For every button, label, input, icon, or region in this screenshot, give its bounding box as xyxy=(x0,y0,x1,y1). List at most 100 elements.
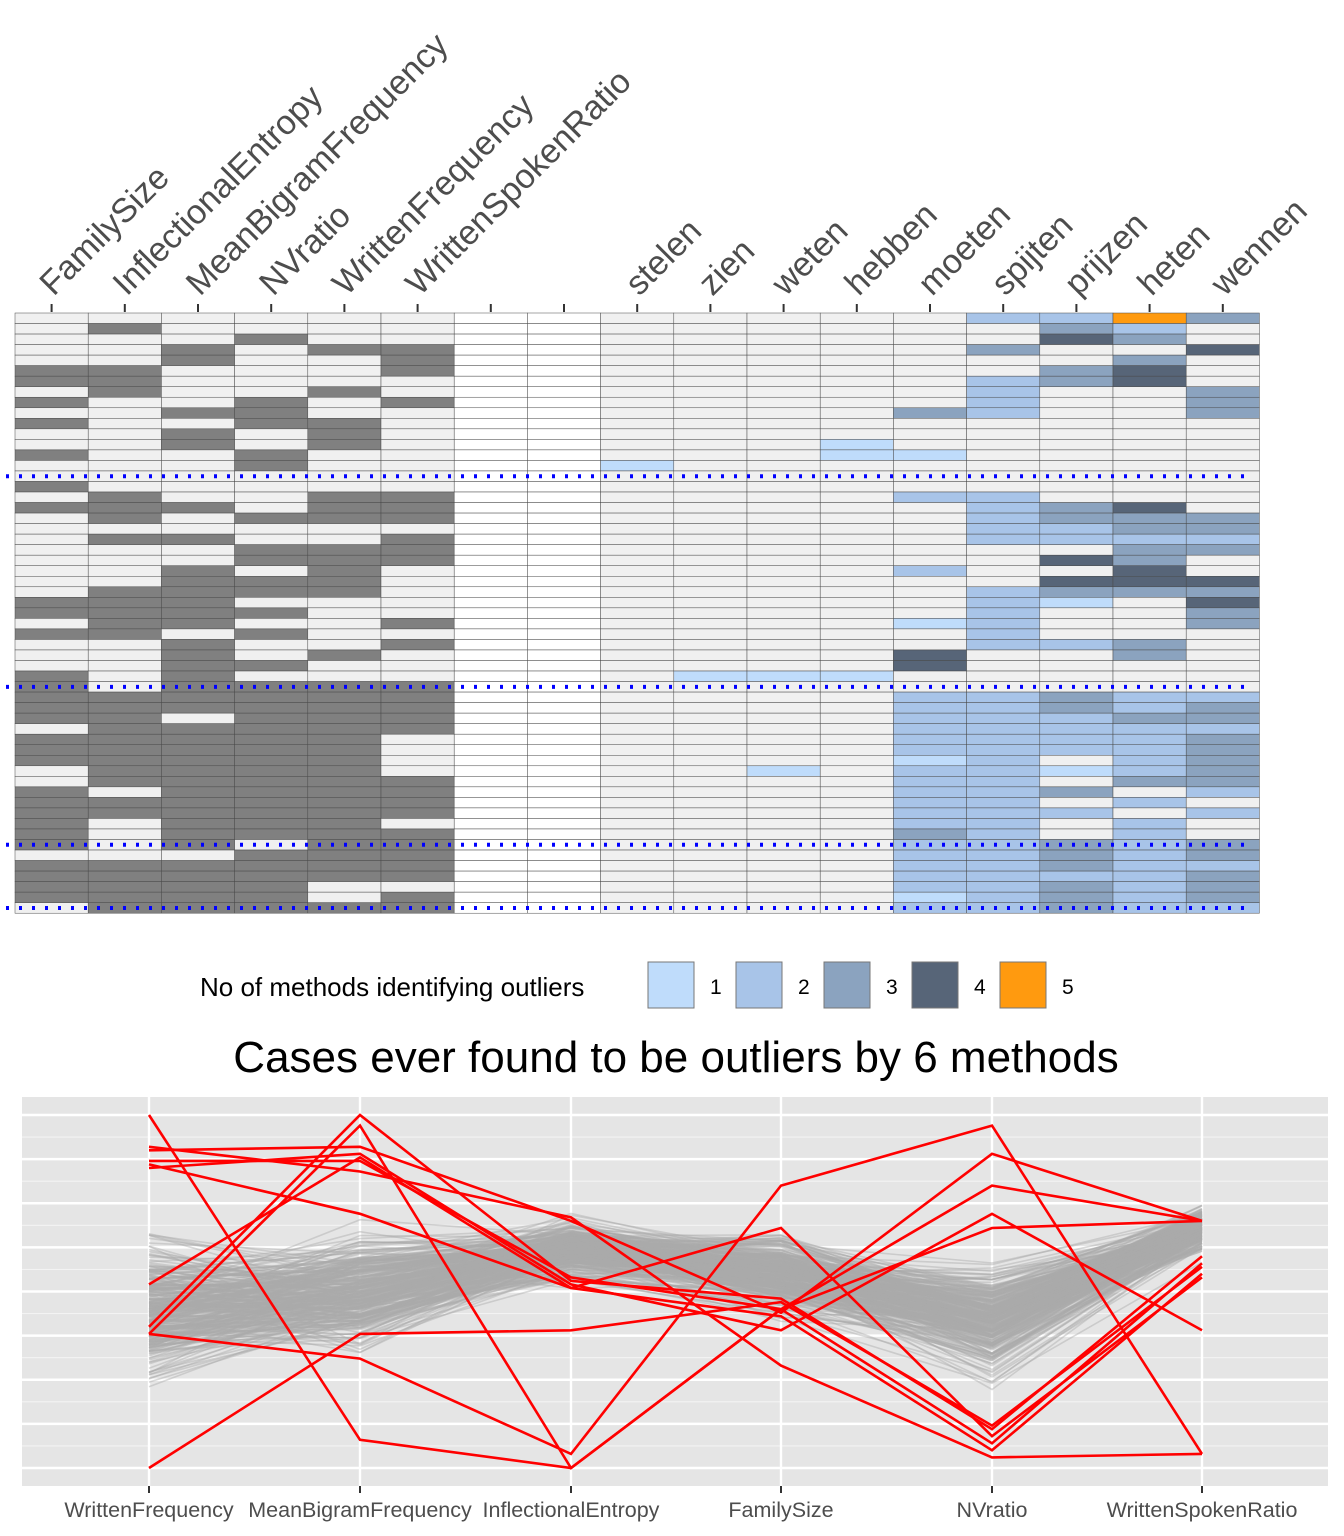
heatmap-cell xyxy=(14,554,89,566)
heatmap-cell xyxy=(893,449,967,461)
heatmap-cell xyxy=(966,418,1041,430)
heatmap-cell xyxy=(746,818,821,830)
heatmap-cell xyxy=(453,681,528,693)
heatmap-cell xyxy=(527,533,601,545)
heatmap-cell xyxy=(453,586,528,598)
heatmap-cell xyxy=(1039,407,1114,419)
heatmap-cell xyxy=(527,333,601,345)
heatmap-cell xyxy=(380,533,455,545)
background-series-line xyxy=(148,1218,1203,1329)
heatmap-cell xyxy=(600,776,675,788)
background-series-line xyxy=(148,1219,1203,1322)
heatmap-cell xyxy=(1185,670,1260,682)
x-axis-tick-label: MeanBigramFrequency xyxy=(248,1498,472,1522)
heatmap-cell xyxy=(1185,628,1260,640)
background-series-line xyxy=(148,1226,1203,1323)
background-series-line xyxy=(148,1239,1203,1357)
heatmap-cell xyxy=(1039,881,1114,893)
background-series-line xyxy=(148,1225,1203,1351)
background-series-line xyxy=(148,1211,1203,1306)
heatmap-cell xyxy=(234,618,309,630)
heatmap-cell xyxy=(673,323,748,335)
background-series-line xyxy=(148,1222,1203,1288)
heatmap-cell xyxy=(673,460,748,472)
heatmap-cell xyxy=(380,776,455,788)
heatmap-cell xyxy=(234,849,309,861)
heatmap-cell xyxy=(14,481,89,493)
heatmap-cell xyxy=(819,481,894,493)
background-series-line xyxy=(148,1213,1203,1326)
background-series-line xyxy=(148,1217,1203,1305)
heatmap-cell xyxy=(673,481,748,493)
heatmap-cell xyxy=(673,512,748,524)
background-series-line xyxy=(148,1237,1203,1329)
heatmap-cell xyxy=(87,523,162,535)
background-series-line xyxy=(148,1227,1203,1346)
background-series-line xyxy=(148,1245,1203,1338)
heatmap-cell xyxy=(1185,881,1260,893)
heatmap-cell xyxy=(1112,797,1187,809)
heatmap-cell xyxy=(380,565,455,577)
heatmap-cell xyxy=(1039,628,1114,640)
background-series-line xyxy=(148,1231,1203,1322)
heatmap-cell xyxy=(600,786,675,798)
background-series-line xyxy=(148,1216,1203,1309)
heatmap-cell xyxy=(87,428,162,440)
background-series-line xyxy=(148,1227,1203,1331)
heatmap-cell xyxy=(453,491,528,503)
background-series-line xyxy=(148,1238,1203,1342)
background-series-line xyxy=(148,1236,1203,1360)
heatmap-cell xyxy=(1039,755,1114,767)
heatmap-cell xyxy=(14,365,89,377)
heatmap-cell xyxy=(893,733,967,745)
heatmap-cell xyxy=(527,396,601,409)
heatmap-cell xyxy=(966,807,1041,819)
heatmap-cell xyxy=(746,544,821,556)
background-series-line xyxy=(148,1238,1203,1383)
heatmap-cell xyxy=(307,333,382,345)
heatmap-cell xyxy=(161,491,235,503)
heatmap-cell xyxy=(234,786,309,798)
heatmap-cell xyxy=(161,870,235,882)
heatmap-cell xyxy=(234,533,309,545)
heatmap-cell xyxy=(1185,386,1260,398)
heatmap-cell xyxy=(600,639,675,651)
heatmap-cell xyxy=(819,523,894,535)
background-series-line xyxy=(148,1235,1203,1325)
heatmap-cell xyxy=(453,691,528,703)
heatmap-cell xyxy=(966,860,1041,872)
heatmap-cell xyxy=(746,491,821,503)
heatmap-cell xyxy=(161,375,235,387)
heatmap-cell xyxy=(1039,544,1114,556)
heatmap-cell xyxy=(453,344,528,356)
heatmap-cell xyxy=(307,660,382,672)
heatmap-cell xyxy=(600,723,675,735)
heatmap-cell xyxy=(966,576,1041,588)
background-series-line xyxy=(148,1214,1203,1291)
heatmap-cell xyxy=(161,649,235,661)
heatmap-cell xyxy=(673,333,748,345)
heatmap-cell xyxy=(380,375,455,387)
heatmap-cell xyxy=(893,512,967,524)
heatmap-cell xyxy=(1039,828,1114,840)
heatmap-cell xyxy=(87,533,162,545)
heatmap-cell xyxy=(1112,755,1187,767)
heatmap-cell xyxy=(600,344,675,356)
heatmap-cell xyxy=(161,639,235,651)
heatmap-cell xyxy=(893,639,967,651)
background-series-line xyxy=(148,1231,1203,1331)
background-series-line xyxy=(148,1223,1203,1354)
heatmap-cell xyxy=(1112,860,1187,872)
background-series-line xyxy=(148,1228,1203,1348)
highlighted-series-lines xyxy=(147,1113,1204,1470)
heatmap-cell xyxy=(527,502,601,514)
heatmap-cell xyxy=(380,807,455,819)
heatmap-cell xyxy=(600,449,675,461)
heatmap-cell xyxy=(893,333,967,345)
heatmap-cell xyxy=(966,660,1041,672)
background-series-line xyxy=(148,1219,1203,1355)
heatmap-cell xyxy=(746,849,821,861)
heatmap-cell xyxy=(380,597,455,609)
heatmap-cell xyxy=(1112,386,1187,398)
heatmap-cell xyxy=(819,765,894,777)
